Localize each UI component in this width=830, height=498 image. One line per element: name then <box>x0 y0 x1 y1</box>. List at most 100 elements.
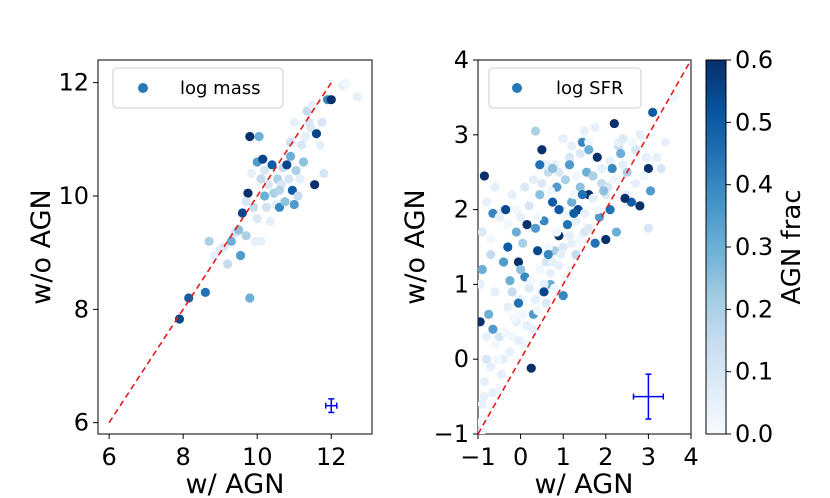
data-point <box>226 236 236 246</box>
data-point <box>618 160 628 170</box>
sfr-y-ticks: −1 0 1 2 3 4 <box>434 46 478 448</box>
data-point <box>516 264 526 275</box>
x-tick-label: 1 <box>556 443 571 471</box>
data-point <box>215 245 225 255</box>
data-point <box>590 238 600 248</box>
data-point <box>575 234 585 245</box>
data-point <box>518 238 528 248</box>
data-point <box>274 202 285 212</box>
data-point <box>261 202 272 212</box>
data-point <box>492 354 502 364</box>
data-point <box>558 133 568 144</box>
colorbar-tick-label: 0.3 <box>735 233 773 261</box>
data-point <box>524 201 534 211</box>
data-point <box>588 193 598 203</box>
data-point <box>507 287 517 297</box>
data-point <box>302 106 312 116</box>
sfr-legend-box <box>488 67 642 109</box>
data-point <box>490 339 500 349</box>
sfr-error-bar <box>632 373 665 420</box>
data-point <box>518 309 528 319</box>
data-point <box>247 168 257 178</box>
data-point <box>535 190 545 200</box>
mass-legend-label: log mass <box>180 78 260 99</box>
data-point <box>545 268 556 278</box>
mass-error-bar <box>324 398 338 414</box>
data-point <box>648 107 658 117</box>
data-point <box>243 188 253 198</box>
sfr-points <box>478 89 679 434</box>
data-point <box>584 223 594 233</box>
data-point <box>607 163 617 174</box>
data-point <box>284 174 294 184</box>
data-point <box>516 212 526 222</box>
data-point <box>526 363 536 373</box>
x-tick-label: 4 <box>683 443 698 471</box>
data-point <box>611 227 622 237</box>
data-point <box>298 157 309 167</box>
data-point <box>258 154 268 164</box>
data-point <box>539 287 549 297</box>
data-point <box>584 145 594 155</box>
data-point <box>543 249 553 260</box>
y-tick-label: 1 <box>454 270 469 298</box>
data-point <box>526 276 536 286</box>
data-point <box>245 131 255 142</box>
data-point <box>265 216 275 227</box>
data-point <box>575 182 585 192</box>
mass-x-ticks: 6 8 10 12 <box>101 434 347 471</box>
data-point <box>635 130 645 140</box>
data-point <box>543 242 553 252</box>
data-point <box>656 163 666 174</box>
data-point <box>554 205 564 215</box>
data-point <box>204 236 214 246</box>
data-point <box>488 388 498 398</box>
data-point <box>537 178 547 189</box>
data-point <box>541 298 551 308</box>
y-tick-label: −1 <box>434 420 469 448</box>
colorbar-tick-label: 0.1 <box>735 358 773 386</box>
data-point <box>481 332 492 342</box>
data-point <box>513 257 524 267</box>
data-point <box>174 314 185 324</box>
data-point <box>503 219 513 230</box>
data-point <box>569 190 579 200</box>
data-point <box>609 118 619 129</box>
data-point <box>245 293 255 303</box>
data-point <box>564 152 575 162</box>
data-point <box>541 257 551 267</box>
data-point <box>588 171 598 181</box>
data-point <box>254 131 264 142</box>
data-point <box>479 377 489 387</box>
data-point <box>317 117 327 127</box>
data-point <box>639 171 649 181</box>
data-point <box>484 309 494 319</box>
data-point <box>524 283 534 293</box>
y-tick-label: 8 <box>74 295 89 323</box>
data-point <box>486 362 496 372</box>
data-point <box>620 193 630 203</box>
data-point <box>484 414 494 424</box>
data-point <box>507 190 517 200</box>
data-point <box>291 165 301 176</box>
data-point <box>509 313 519 323</box>
data-point <box>260 165 270 176</box>
data-point <box>481 354 492 364</box>
data-point <box>571 171 581 181</box>
data-point <box>533 212 543 222</box>
data-point <box>592 152 602 162</box>
data-point <box>282 160 292 170</box>
data-point <box>511 227 521 237</box>
data-point <box>641 152 651 162</box>
data-point <box>300 131 310 142</box>
sfr-legend: log SFR <box>488 67 642 109</box>
data-point <box>547 257 558 267</box>
y-tick-label: 0 <box>454 345 469 373</box>
data-point <box>556 249 566 260</box>
data-point <box>289 117 299 127</box>
x-tick-label: 6 <box>101 443 116 471</box>
data-point <box>552 227 562 237</box>
data-point <box>494 212 504 222</box>
x-tick-label: 8 <box>176 443 191 471</box>
